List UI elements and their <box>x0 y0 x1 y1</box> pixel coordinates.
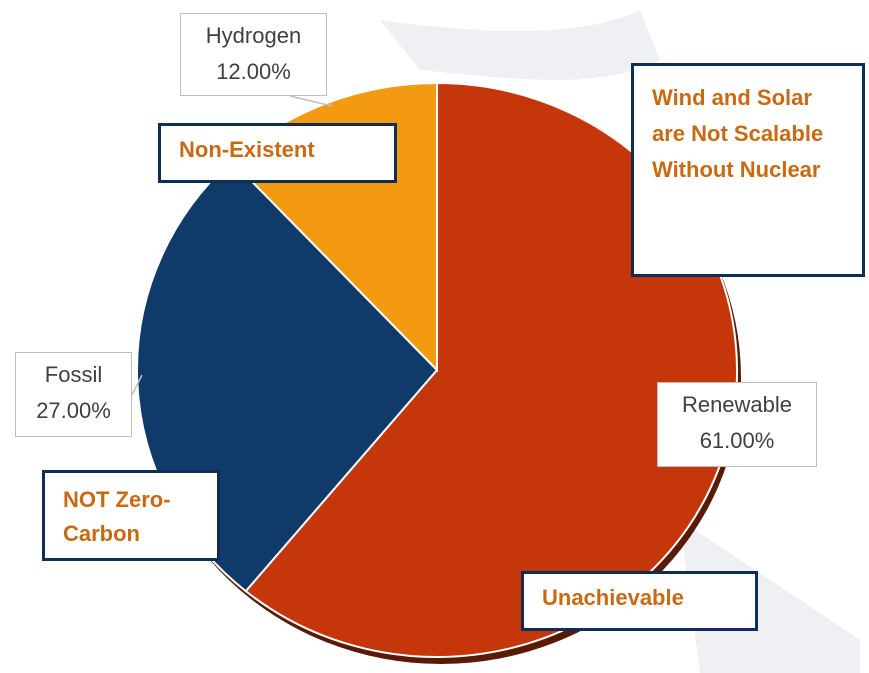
leader-line <box>289 95 333 107</box>
label-value: 27.00% <box>36 398 111 423</box>
label-value: 12.00% <box>216 59 291 84</box>
annotation: Wind and Solar are Not Scalable Without … <box>631 63 865 277</box>
annotation: NOT Zero-Carbon <box>42 470 220 561</box>
background-shape <box>680 520 860 673</box>
data-label: Hydrogen 12.00% <box>180 13 327 96</box>
label-name: Fossil <box>44 362 103 387</box>
label-name: Hydrogen <box>205 23 302 48</box>
data-label: Renewable 61.00% <box>657 382 817 467</box>
label-value: 61.00% <box>699 428 775 453</box>
background-shape <box>380 10 660 80</box>
label-name: Renewable <box>681 392 793 417</box>
annotation: Non-Existent <box>158 123 397 183</box>
data-label: Fossil 27.00% <box>15 352 132 437</box>
leader-line <box>131 374 143 396</box>
pie-slice <box>244 81 738 658</box>
annotation: Unachievable <box>521 571 758 631</box>
